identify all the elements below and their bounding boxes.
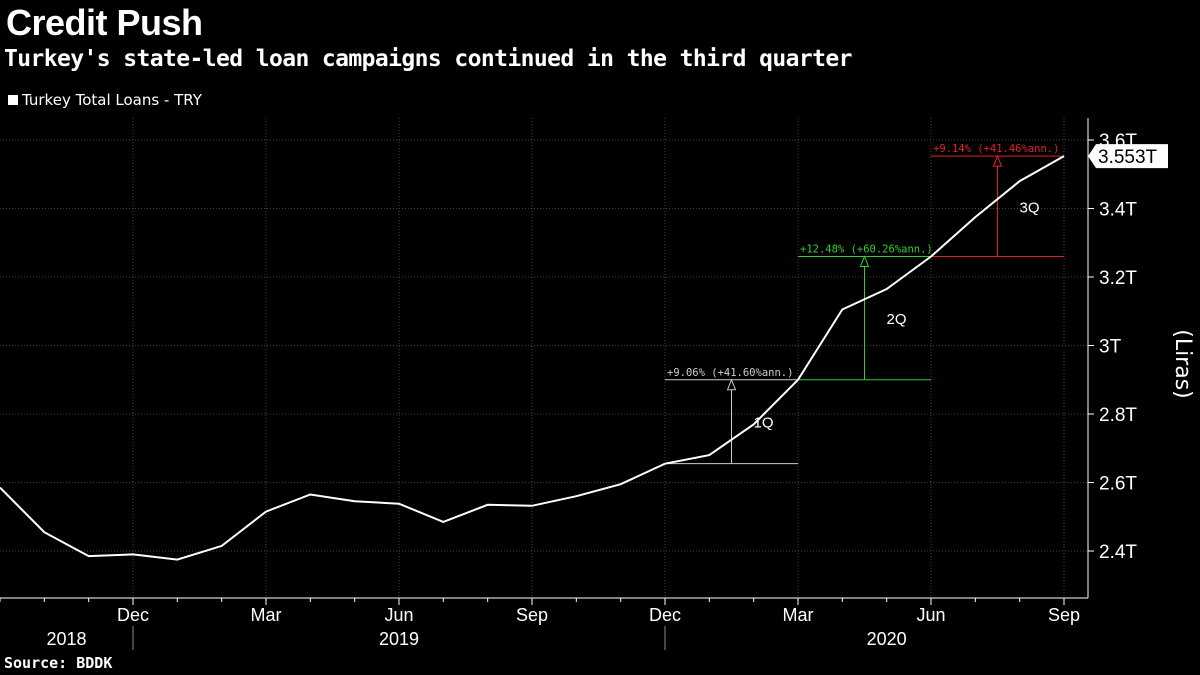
annotation-quarter-label: 2Q	[887, 311, 907, 328]
x-tick-label: Jun	[384, 605, 413, 625]
annotation-text: +9.06% (+41.60%ann.)	[667, 367, 793, 379]
y-tick-label: 3.4T	[1099, 200, 1137, 221]
annotation-text: +12.48% (+60.26%ann.)	[800, 243, 933, 255]
y-tick-label: 3T	[1099, 337, 1122, 358]
y-axis-label: (Liras)	[1170, 329, 1195, 399]
annotation-arrow-head	[859, 255, 870, 267]
annotation-1q: +9.06% (+41.60%ann.) 1Q	[665, 367, 798, 465]
legend: Turkey Total Loans - TRY	[8, 91, 202, 109]
chart-title: Credit Push	[6, 2, 203, 43]
axes	[0, 118, 1094, 650]
chart-subtitle: Turkey's state-led loan campaigns contin…	[4, 46, 852, 72]
series-line-total-loans	[0, 155, 1065, 561]
x-tick-label: Mar	[251, 605, 282, 625]
last-value-callout: 3.553T	[1088, 144, 1168, 169]
y-tick-label: 2.6T	[1099, 474, 1137, 495]
quarter-annotations: +9.06% (+41.60%ann.) 1Q +12.48% (+60.26%an…	[665, 143, 1064, 465]
gridlines	[0, 118, 1088, 598]
annotation-arrow-head	[726, 378, 737, 391]
x-tick-label: Sep	[1048, 605, 1080, 625]
last-value-box	[1088, 144, 1168, 169]
last-value-label: 3.553T	[1098, 147, 1158, 168]
annotation-quarter-label: 3Q	[1020, 199, 1040, 216]
year-label: 2018	[46, 629, 86, 649]
annotation-2q: +12.48% (+60.26%ann.) 2Q	[798, 243, 933, 381]
x-tick-label: Dec	[649, 605, 681, 625]
legend-swatch	[8, 95, 18, 105]
legend-label: Turkey Total Loans - TRY	[22, 91, 202, 109]
year-label: 2020	[867, 629, 907, 649]
y-tick-label: 2.4T	[1099, 542, 1137, 563]
x-tick-label: Sep	[516, 605, 548, 625]
annotation-text: +9.14% (+41.46%ann.)	[933, 143, 1059, 155]
x-tick-label: Mar	[783, 605, 814, 625]
annotation-arrow-head	[992, 154, 1003, 167]
y-tick-label: 2.8T	[1099, 405, 1137, 426]
annotation-3q: +9.14% (+41.46%ann.) 3Q	[931, 143, 1064, 257]
y-tick-label: 3.2T	[1099, 268, 1137, 289]
annotation-quarter-label: 1Q	[754, 415, 774, 432]
source-note: Source: BDDK	[4, 654, 113, 672]
x-tick-label: Dec	[117, 605, 149, 625]
x-tick-label: Jun	[916, 605, 945, 625]
year-label: 2019	[379, 629, 419, 649]
